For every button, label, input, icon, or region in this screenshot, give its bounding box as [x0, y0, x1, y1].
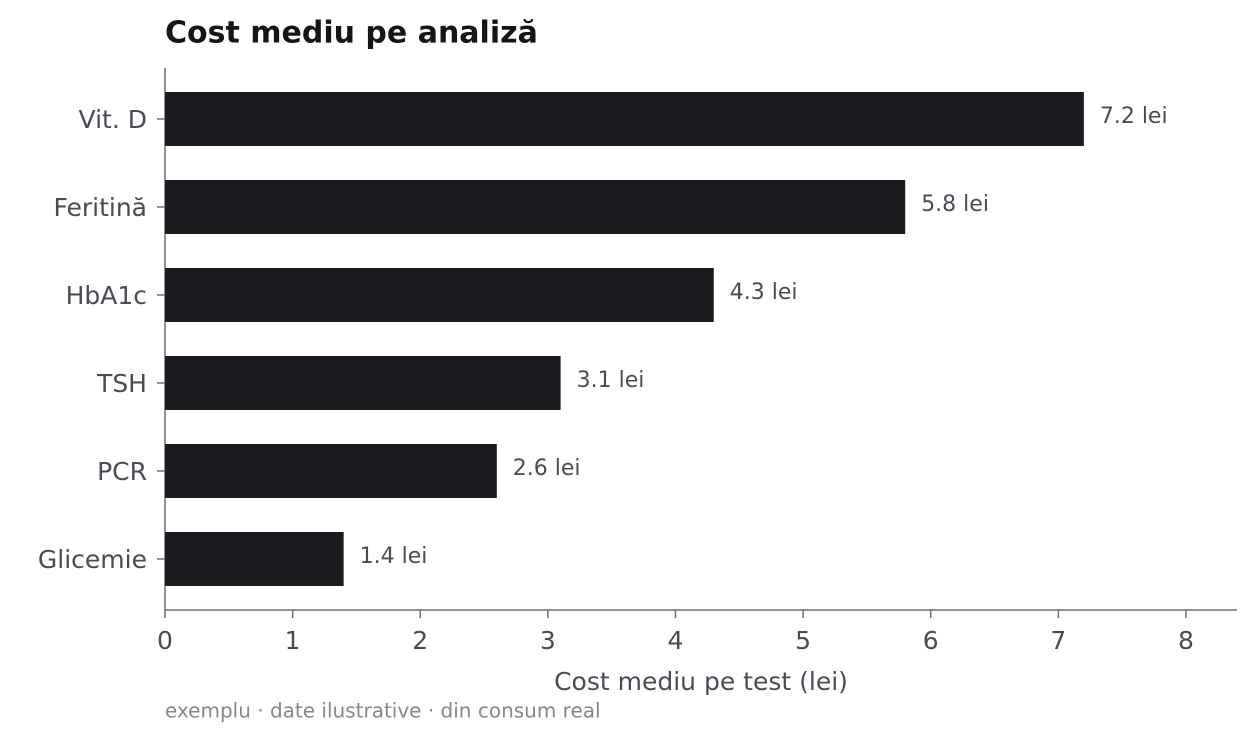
value-label: 4.3 lei: [730, 280, 798, 305]
y-tick-label: Feritină: [53, 193, 147, 222]
value-label: 7.2 lei: [1100, 104, 1168, 129]
x-tick-label: 7: [1050, 626, 1066, 655]
bar: [165, 92, 1084, 146]
bar: [165, 356, 561, 410]
value-label: 2.6 lei: [513, 456, 581, 481]
x-tick-label: 2: [412, 626, 428, 655]
bar: [165, 532, 344, 586]
y-tick-label: PCR: [97, 457, 147, 486]
y-tick-label: TSH: [96, 369, 147, 398]
value-label: 3.1 lei: [577, 368, 645, 393]
chart-title: Cost mediu pe analiză: [165, 16, 538, 51]
y-tick-label: Glicemie: [38, 545, 147, 574]
value-label: 5.8 lei: [921, 192, 989, 217]
y-tick-label: Vit. D: [79, 105, 147, 134]
footnote: exemplu · date ilustrative · din consum …: [165, 699, 601, 723]
bar: [165, 268, 714, 322]
bar: [165, 444, 497, 498]
x-tick-label: 1: [285, 626, 301, 655]
x-tick-label: 8: [1178, 626, 1194, 655]
x-tick-label: 3: [540, 626, 556, 655]
y-tick-label: HbA1c: [66, 281, 147, 310]
bar: [165, 180, 906, 234]
x-tick-label: 0: [157, 626, 173, 655]
x-axis-label: Cost mediu pe test (lei): [554, 667, 848, 696]
x-tick-label: 4: [668, 626, 684, 655]
x-tick-label: 5: [795, 626, 811, 655]
x-tick-label: 6: [923, 626, 939, 655]
value-label: 1.4 lei: [360, 544, 428, 569]
